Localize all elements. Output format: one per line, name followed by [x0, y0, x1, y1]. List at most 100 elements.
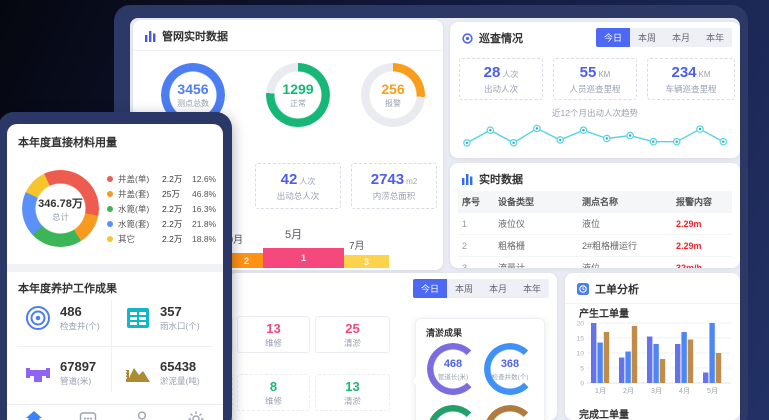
patrol-tab-2[interactable]: 本月: [671, 33, 690, 43]
svg-text:15: 15: [577, 335, 585, 342]
target-icon: [462, 32, 473, 44]
trend-title: 近12个月出动人次趋势: [552, 108, 638, 118]
work-tab-1[interactable]: 本周: [454, 284, 473, 294]
legend-dot: [107, 175, 113, 182]
card-header: 实时数据: [450, 163, 740, 191]
card-header: 巡查情况: [450, 22, 740, 52]
clock-badge-icon: [577, 283, 589, 295]
month-label: 5月: [285, 229, 303, 241]
realtime-table-card: 实时数据 序号 设备类型 测点名称 报警内容 1 液位仪 液位 2.29m 2 粗格栅 2#粗格栅…: [450, 163, 740, 268]
table-row: 3 流量计 液位 32m/h: [458, 256, 732, 268]
work-tab-2[interactable]: 本月: [488, 284, 507, 294]
stat-dispatch: 28 人次 出动人次: [459, 58, 543, 100]
month-label: 7月: [349, 241, 365, 252]
silt-icon: [125, 368, 150, 382]
maintenance-item-pipes: 67897 管道(米): [25, 359, 96, 387]
phone-bottom-nav: [7, 404, 223, 420]
table-header-row: 序号 设备类型 测点名称 报警内容: [458, 191, 732, 213]
svg-text:3月: 3月: [651, 387, 662, 395]
table-row: 2 粗格栅 2#粗格栅运行 2.29m: [458, 234, 732, 257]
month-segment: 3: [344, 255, 389, 268]
legend-item: 井盖(套) 25万 46.8%: [107, 186, 219, 201]
stat-dispatch-total: 42 人次 出动总人次: [255, 163, 341, 209]
stat-repair-pink: 13 维修: [237, 316, 310, 353]
patrol-tab-3[interactable]: 本年: [705, 33, 724, 43]
stat-dredge-pink: 25 清淤: [315, 316, 390, 353]
svg-text:5月: 5月: [707, 387, 718, 395]
pipe-icon: [26, 368, 50, 382]
legend-item: 其它 2.2万 18.8%: [107, 231, 219, 246]
patrol-tabs: 今日 本周 本月 本年: [595, 28, 732, 47]
legend-item: 水篦(单) 2.2万 16.3%: [107, 201, 219, 216]
work-tab-3[interactable]: 本年: [522, 284, 541, 294]
stat-person-patrol: 55 KM 人员巡查里程: [553, 58, 637, 100]
panel-title: 清淤成果: [426, 328, 463, 338]
stat-dredge-green: 13 清淤: [315, 374, 390, 411]
gauge-pipe-length: 468 管道长(米): [427, 343, 479, 395]
legend-dot: [107, 235, 113, 242]
trend-line-chart: [463, 124, 728, 147]
inlet-grid-icon: [127, 308, 149, 328]
card-title: 管网实时数据: [162, 31, 228, 43]
material-legend: 井盖(单) 2.2万 12.6% 井盖(套) 25万 46.8% 水篦(单) 2.2万 16.3…: [107, 171, 219, 246]
table-row: 1 液位仪 液位 2.29m: [458, 212, 732, 235]
maintenance-item-inlets: 357 雨水口(个): [125, 304, 200, 332]
legend-dot: [107, 190, 113, 197]
maintenance-item-silt: 65438 淤泥量(吨): [125, 359, 200, 387]
legend-item: 水篦(套) 2.2万 21.8%: [107, 216, 219, 231]
chart-subtitle-bottom: 完成工单量: [579, 410, 629, 420]
settings-icon[interactable]: [186, 409, 206, 420]
svg-text:20: 20: [577, 320, 585, 327]
gauge-partial-brown: [484, 405, 536, 420]
user-icon[interactable]: [132, 409, 152, 420]
gauge-well-count: 368 检查井数(个): [484, 343, 536, 395]
panel-notch: [410, 375, 422, 387]
work-tab-0[interactable]: 今日: [412, 279, 447, 298]
patrol-status-card: 巡查情况 今日 本周 本月 本年 28 人次 出动人次 55 KM 人员巡查里程 234 K…: [450, 22, 740, 158]
work-order-analysis-card: 工单分析 产生工单量 0 5 10 15 20 1月 2月 3月 4月 5月 完成工单量: [565, 273, 740, 420]
svg-text:4月: 4月: [679, 387, 690, 395]
maintenance-item-wells: 486 检查井(个): [25, 304, 100, 332]
material-usage-title: 本年度直接材料用量: [18, 137, 117, 149]
legend-item: 井盖(单) 2.2万 12.6%: [107, 171, 219, 186]
dredge-result-panel: 清淤成果 468 管道长(米) 368 检查井数(个): [410, 318, 545, 420]
alarm-table: 序号 设备类型 测点名称 报警内容 1 液位仪 液位 2.29m 2 粗格栅 2#粗格栅运行 2.2…: [458, 191, 732, 268]
maintenance-title: 本年度养护工作成果: [18, 283, 117, 295]
section-divider: [7, 264, 223, 272]
work-stats-card: 今日 本周 本月 本年 13 维修 25 清淤 8 维修 13 清淤 清淤成果 468 管道长(…: [228, 273, 557, 420]
chart-subtitle: 产生工单量: [579, 309, 629, 320]
card-header: 管网实时数据: [133, 20, 443, 51]
phone-panel: 本年度直接材料用量 346.78万 总计 井盖(单) 2.2万 12.6% 井盖(套)…: [0, 112, 232, 420]
card-title: 实时数据: [479, 174, 523, 186]
ring-normal: 1299 正常: [266, 63, 330, 127]
ring-alarm: 256 报警: [361, 63, 425, 127]
bar-chart-icon: [145, 30, 156, 42]
bar-chart-icon: [462, 173, 473, 185]
svg-text:0: 0: [580, 380, 584, 387]
stat-flood-area: 2743 m2 内涝总面积: [351, 163, 437, 209]
manhole-icon: [26, 306, 50, 330]
card-title: 巡查情况: [479, 33, 523, 45]
patrol-tab-1[interactable]: 本周: [637, 33, 656, 43]
work-order-bar-chart: 0 5 10 15 20 1月 2月 3月 4月 5月: [577, 320, 731, 395]
stat-repair-green: 8 维修: [237, 374, 310, 411]
patrol-tab-0[interactable]: 今日: [595, 28, 630, 47]
svg-text:5: 5: [580, 365, 584, 372]
legend-dot: [107, 205, 113, 212]
material-donut-chart: [22, 170, 99, 247]
grid-divider: [17, 346, 213, 347]
svg-text:2月: 2月: [623, 387, 634, 395]
svg-text:1月: 1月: [595, 387, 606, 395]
month-label: 10月: [222, 235, 244, 246]
material-donut-center: 346.78万 总计: [38, 197, 83, 222]
svg-text:10: 10: [577, 350, 585, 357]
card-header: 工单分析: [565, 273, 740, 304]
card-title: 工单分析: [595, 284, 639, 296]
chat-icon[interactable]: [78, 409, 98, 420]
legend-dot: [107, 220, 113, 227]
gauge-partial-green: [427, 405, 479, 420]
work-tabs: 今日 本周 本月 本年: [412, 279, 549, 298]
month-segment: 1: [263, 248, 344, 268]
home-icon[interactable]: [24, 409, 44, 420]
stat-vehicle-patrol: 234 KM 车辆巡查里程: [647, 58, 735, 100]
